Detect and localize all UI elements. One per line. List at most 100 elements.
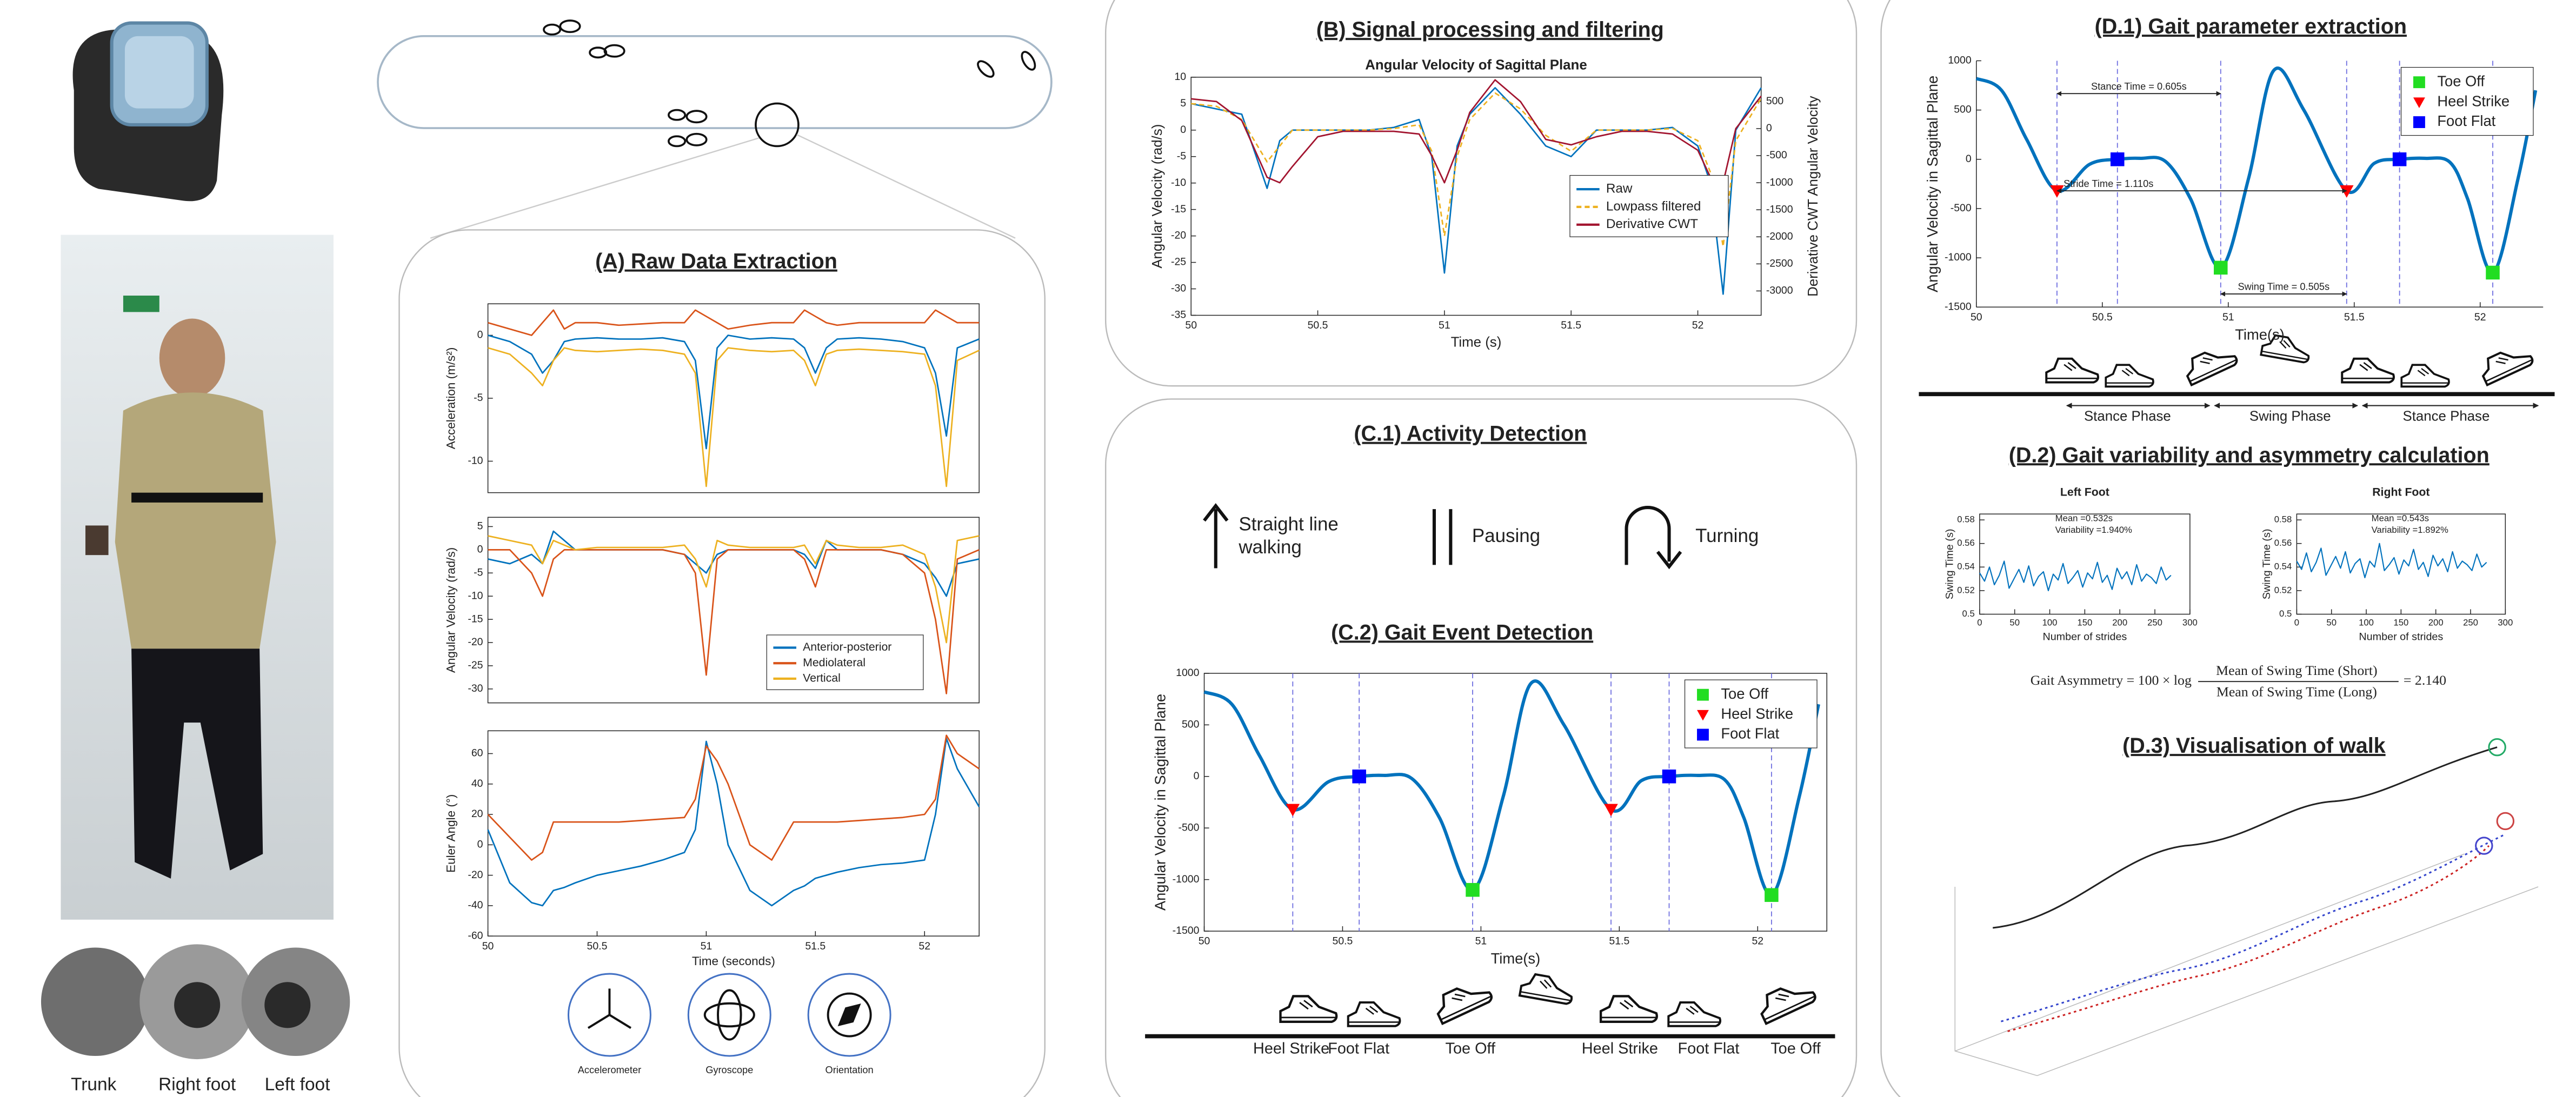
panel-title: (C.1) Activity Detection: [1354, 422, 1587, 446]
sensor-photos: [41, 944, 350, 1059]
phase-label: Stance Phase: [2403, 409, 2490, 424]
sensor-location: Left foot: [265, 1075, 330, 1095]
x-tick-label: 51.5: [2344, 311, 2365, 323]
x-tick-label: 52: [918, 940, 930, 952]
formula-lhs: Gait Asymmetry = 100 × log: [2031, 672, 2192, 688]
arm: [85, 525, 109, 555]
y-tick-label: 1000: [1948, 55, 1971, 66]
y-tick-label: -10: [1171, 177, 1186, 189]
x-tick-label: 0: [1977, 618, 1982, 628]
shirt: [115, 392, 276, 648]
device: [73, 23, 224, 202]
y-tick-label: -5: [1177, 150, 1186, 162]
event-marker: [2393, 152, 2407, 166]
plot: 0-5-10Acceleration (m/s²): [444, 304, 980, 492]
y2-tick-label: 0: [1766, 122, 1772, 134]
phase-label: Toe Off: [1770, 1040, 1821, 1057]
sensor-type: Gyroscope: [705, 1064, 753, 1075]
annotation: Stride Time = 1.110s: [2064, 178, 2153, 189]
x-tick-label: 50: [1971, 311, 1982, 323]
y-tick-label: 0: [1180, 124, 1186, 136]
x-tick-label: 51.5: [1609, 935, 1629, 947]
y-tick-label: -40: [468, 899, 483, 911]
y-tick-label: 20: [471, 808, 483, 820]
y-tick-label: 5: [1180, 97, 1186, 109]
walking-photo: [61, 235, 333, 920]
plot-area: [488, 731, 980, 936]
x-tick-label: 51: [1475, 935, 1487, 947]
phase-label: Foot Flat: [1678, 1040, 1740, 1057]
legend-label: Foot Flat: [1721, 725, 1779, 742]
legend-label: Derivative CWT: [1606, 217, 1698, 231]
x-axis-label: Time(s): [1491, 950, 1541, 967]
x-tick-label: 300: [2182, 618, 2198, 628]
x-tick-label: 0: [2294, 618, 2299, 628]
y-tick-label: -15: [468, 613, 483, 625]
x-tick-label: 50: [2009, 618, 2020, 628]
chart-title: Right Foot: [2372, 485, 2429, 498]
event-marker: [1466, 883, 1480, 897]
x-tick-label: 50: [482, 940, 494, 952]
y-tick-label: -500: [1951, 202, 1972, 214]
y-tick-label: -1500: [1173, 925, 1200, 937]
belt: [131, 493, 263, 503]
event-marker: [1662, 770, 1676, 784]
y-tick-label: 0: [477, 838, 483, 850]
event-marker: [1352, 770, 1366, 784]
y-axis-label: Euler Angle (°): [444, 794, 458, 873]
y-tick-label: -10: [468, 590, 483, 601]
x-tick-label: 50: [1199, 935, 1210, 947]
y-tick-label: -1000: [1173, 873, 1200, 885]
event-marker: [2214, 261, 2228, 275]
legend: Toe OffHeel StrikeFoot Flat: [2401, 68, 2533, 136]
y-tick-label: 0: [477, 329, 483, 341]
y-axis-label: Swing Time (s): [1943, 529, 1955, 600]
legend-label: Toe Off: [1721, 685, 1768, 702]
y-tick-label: -25: [468, 659, 483, 671]
y-tick-label: -20: [1171, 230, 1186, 242]
y-tick-label: -1000: [1945, 251, 1972, 263]
y-tick-label: 0.58: [2274, 514, 2292, 525]
x-axis-label: Time(s): [2235, 326, 2285, 343]
x-tick-label: 50.5: [587, 940, 608, 952]
y-tick-label: 0: [1966, 153, 1972, 165]
y-tick-label: 0.5: [2279, 608, 2292, 619]
formula-denominator: Mean of Swing Time (Long): [2216, 684, 2377, 699]
legend-label: Anterior-posterior: [803, 640, 891, 653]
y-tick-label: -20: [468, 636, 483, 648]
legend-label: Toe Off: [2437, 72, 2485, 89]
sensor-type: Accelerometer: [578, 1064, 641, 1075]
figure: (A) Raw Data Extraction(B) Signal proces…: [0, 0, 2576, 1097]
phase-label: Foot Flat: [1328, 1040, 1389, 1057]
legend-label: Vertical: [803, 672, 841, 685]
x-tick-label: 150: [2393, 618, 2408, 628]
exit-sign: [123, 296, 159, 312]
y2-axis-label: Derivative CWT Angular Velocity: [1806, 96, 1821, 296]
annotation: Variability =1.892%: [2372, 525, 2448, 535]
annotation: Variability =1.940%: [2055, 525, 2132, 535]
page: { "panels": { "A": "(A) Raw Data Extract…: [0, 0, 2576, 1097]
x-tick-label: 50.5: [1333, 935, 1353, 947]
x-axis-label: Time (seconds): [692, 954, 775, 968]
y-tick-label: 0.58: [1957, 514, 1975, 525]
y-tick-label: -500: [1178, 821, 1199, 833]
y-tick-label: -60: [468, 929, 483, 941]
x-tick-label: 50: [1185, 319, 1197, 331]
y-tick-label: -15: [1171, 203, 1186, 215]
y-tick-label: -5: [474, 392, 483, 404]
y-tick-label: 1000: [1176, 667, 1199, 679]
legend: Toe OffHeel StrikeFoot Flat: [1685, 680, 1817, 748]
sensor-device: [264, 982, 310, 1028]
y2-tick-label: -1500: [1766, 203, 1793, 215]
head: [159, 319, 225, 398]
activity-label: Turning: [1695, 525, 1759, 546]
x-tick-label: 52: [2474, 311, 2486, 323]
y2-tick-label: -500: [1766, 149, 1787, 161]
y2-tick-label: -2000: [1766, 230, 1793, 242]
chart-title: Angular Velocity of Sagittal Plane: [1365, 57, 1587, 72]
y2-tick-label: 500: [1766, 95, 1784, 107]
event-marker: [2111, 152, 2125, 166]
x-tick-label: 250: [2147, 618, 2162, 628]
y-tick-label: 500: [1954, 104, 1972, 116]
